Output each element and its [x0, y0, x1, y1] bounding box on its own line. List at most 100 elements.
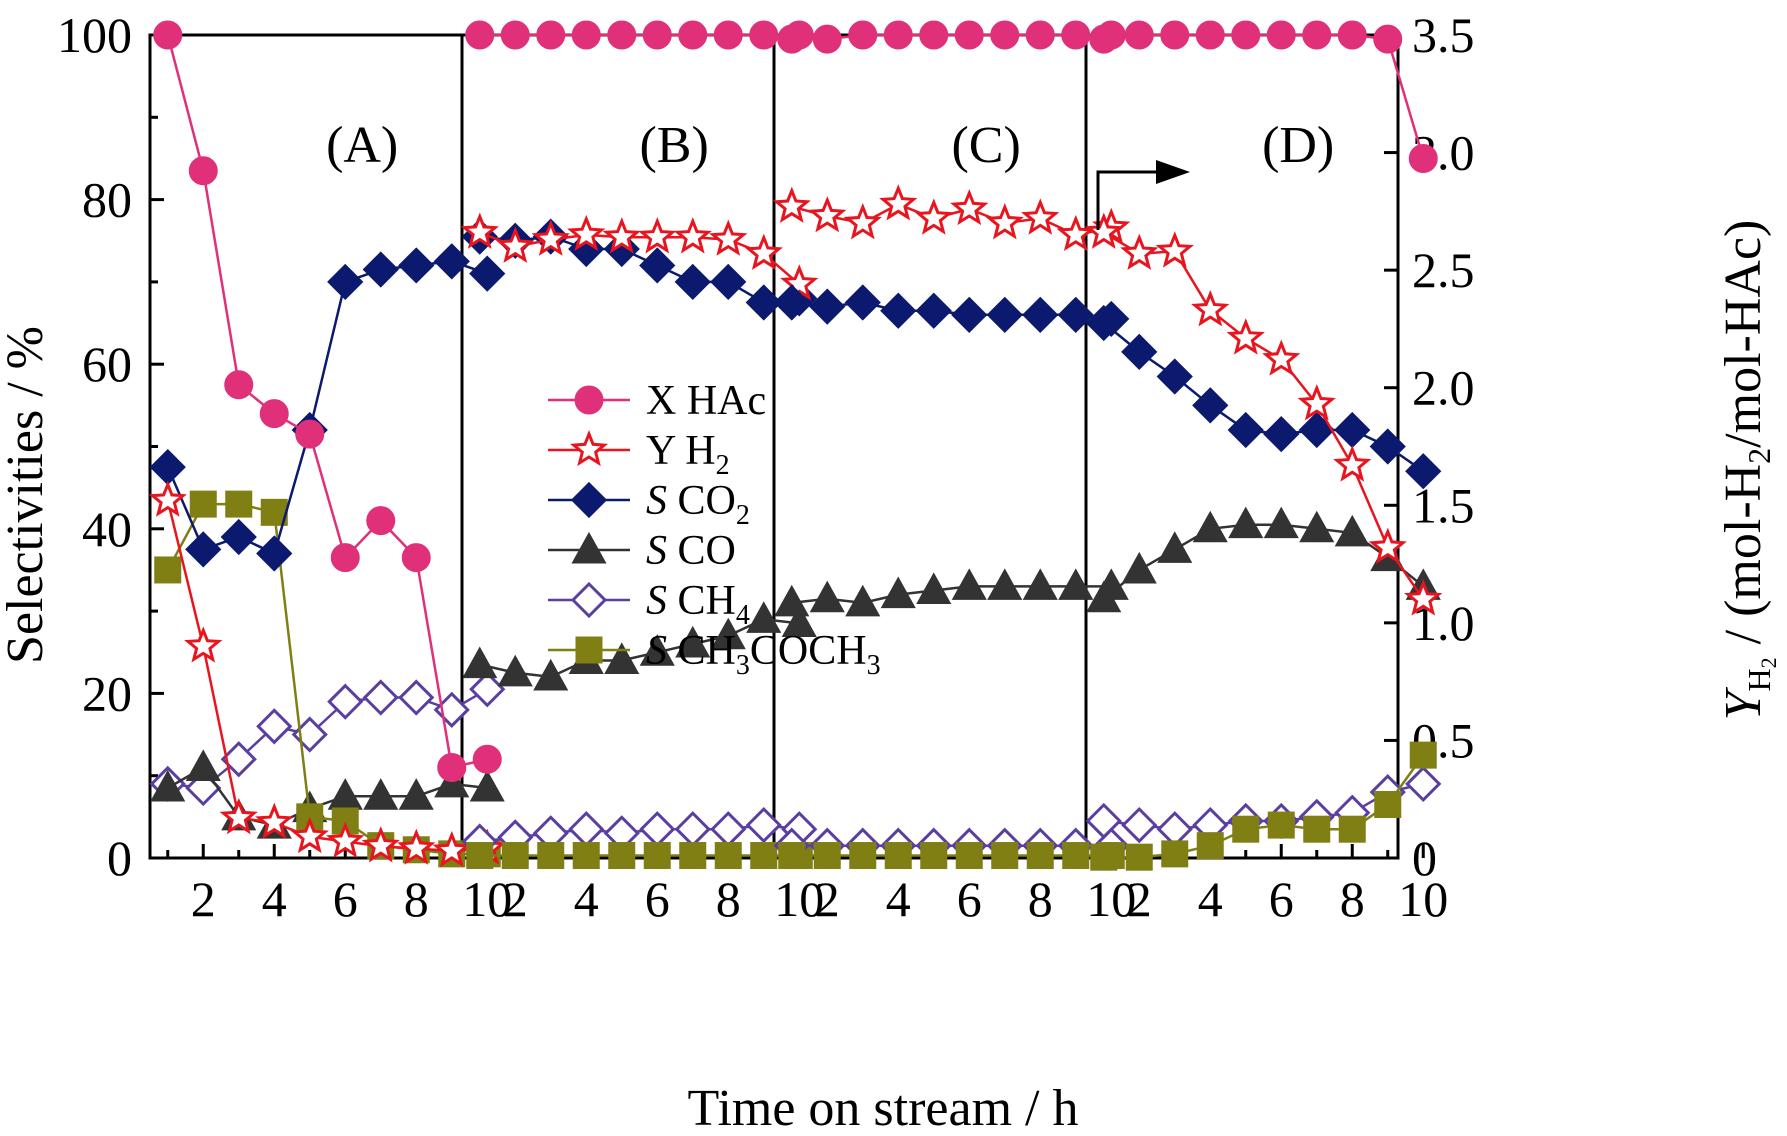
series-line — [166, 260, 488, 556]
series-line — [791, 33, 1112, 41]
legend-item: Y H2 — [548, 428, 730, 481]
arrow-head — [1156, 160, 1190, 184]
data-point — [437, 752, 467, 782]
data-point — [255, 802, 294, 840]
data-point — [398, 247, 435, 284]
x-axis-title: Time on stream / h — [688, 1080, 1079, 1136]
data-point — [1232, 815, 1260, 843]
data-point — [1161, 840, 1189, 868]
data-point — [955, 842, 983, 870]
data-point — [987, 568, 1023, 600]
data-point — [778, 842, 806, 870]
data-point — [709, 219, 748, 256]
data-point — [781, 605, 817, 637]
data-point — [1404, 579, 1443, 616]
legend-label: S CH3COCH3 — [646, 628, 881, 681]
data-point — [536, 20, 566, 50]
data-point — [1369, 428, 1406, 465]
legend-item: S CH3COCH3 — [548, 628, 881, 681]
data-point — [1226, 318, 1265, 355]
data-point — [1155, 231, 1194, 268]
legend-item: S CO2 — [548, 478, 750, 531]
data-point — [189, 490, 217, 518]
data-point — [673, 217, 712, 254]
data-point — [1191, 290, 1230, 327]
data-point — [951, 296, 988, 333]
data-point — [259, 399, 289, 429]
series-y-h2 — [772, 184, 1131, 252]
data-point — [604, 642, 640, 674]
data-point — [154, 556, 182, 584]
bottom-tick-label: 8 — [1028, 871, 1053, 927]
data-point — [675, 625, 711, 658]
data-point — [813, 842, 841, 870]
data-point — [1374, 791, 1402, 819]
data-point — [465, 20, 495, 50]
series-s-co — [774, 568, 1129, 617]
data-point — [469, 255, 506, 292]
series-s-ch4 — [461, 806, 818, 860]
bottom-tick-label: 2 — [815, 871, 840, 927]
data-point — [713, 20, 743, 50]
data-point — [1195, 20, 1225, 50]
data-point — [1026, 842, 1054, 870]
data-point — [674, 811, 711, 848]
data-point — [295, 419, 325, 449]
bottom-tick-label: 4 — [1198, 871, 1223, 927]
data-point — [497, 654, 533, 687]
legend-label: S CO — [646, 528, 736, 574]
data-point — [1196, 832, 1224, 860]
data-point — [1160, 20, 1190, 50]
data-point — [880, 576, 916, 609]
data-point — [1156, 358, 1193, 395]
right-y-axis-title: YH2 / (mol-H2/mol-HAc) — [1715, 220, 1781, 721]
bottom-tick-label: 6 — [957, 871, 982, 927]
axis-arrow — [1096, 160, 1190, 230]
data-point — [638, 217, 677, 254]
series-line — [1103, 231, 1425, 601]
data-point — [256, 535, 293, 572]
data-point — [884, 842, 912, 870]
data-point — [501, 842, 529, 870]
data-point — [607, 20, 637, 50]
data-point — [185, 531, 222, 568]
legend-marker — [574, 385, 604, 415]
data-point — [883, 20, 913, 50]
bottom-tick-label: 2 — [1127, 871, 1152, 927]
data-point — [714, 842, 742, 870]
data-point — [710, 263, 747, 301]
data-point — [362, 251, 399, 288]
data-point — [1089, 24, 1119, 54]
bottom-tick-label: 6 — [333, 871, 358, 927]
data-point — [1333, 445, 1372, 482]
bottom-tick-label: 10 — [462, 871, 512, 927]
data-point — [916, 572, 952, 605]
data-point — [710, 617, 746, 650]
data-point — [398, 778, 434, 810]
data-point — [1025, 20, 1055, 50]
data-point — [1121, 333, 1158, 370]
data-point — [986, 296, 1023, 333]
legend-item: S CH4 — [548, 578, 750, 631]
legend-label: S CO2 — [646, 478, 750, 531]
data-point — [1062, 842, 1090, 870]
data-point — [1405, 453, 1442, 490]
bottom-tick-label: 2 — [503, 871, 528, 927]
bottom-tick-label: 6 — [1269, 871, 1294, 927]
data-point — [1405, 765, 1442, 803]
data-point — [533, 658, 569, 691]
series-layer — [148, 20, 1443, 871]
data-point — [843, 203, 882, 240]
bottom-tick-label: 6 — [645, 871, 670, 927]
series-x-hac — [1089, 20, 1438, 173]
data-point — [500, 20, 530, 50]
data-point — [220, 741, 257, 778]
series-line — [479, 235, 800, 304]
data-point — [220, 518, 257, 556]
data-point — [1058, 568, 1094, 600]
data-point — [879, 184, 918, 221]
series-x-hac — [465, 20, 814, 50]
data-point — [914, 198, 953, 235]
